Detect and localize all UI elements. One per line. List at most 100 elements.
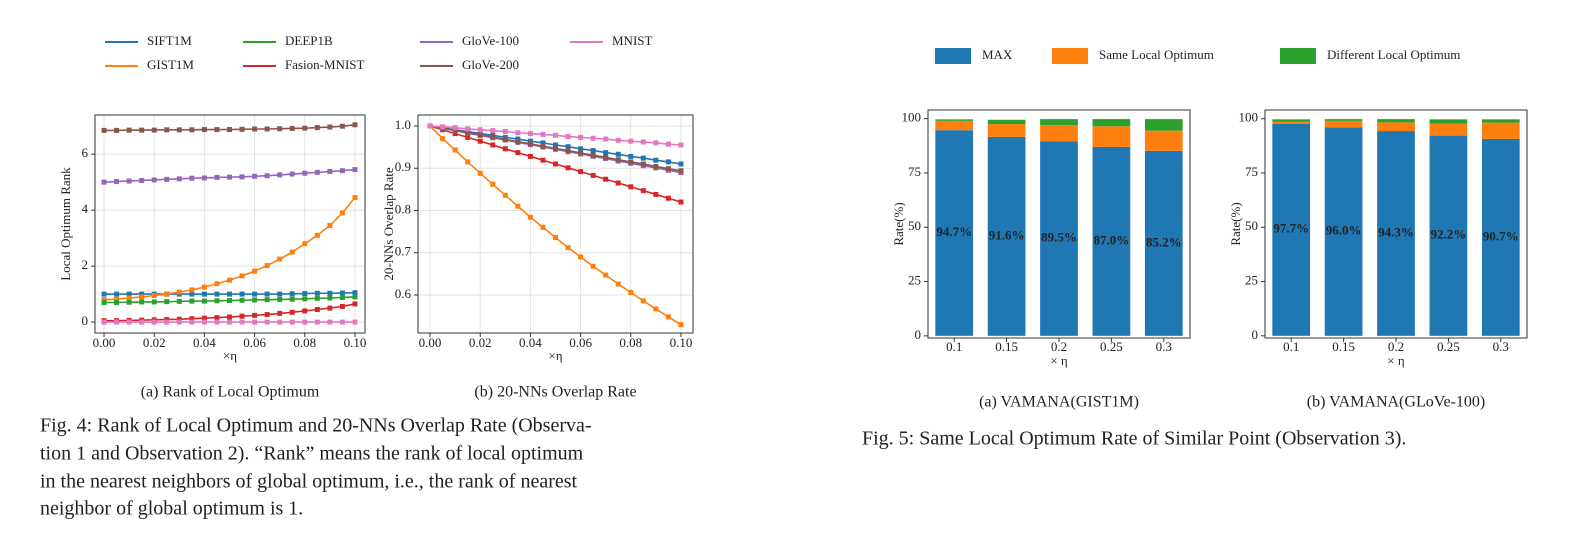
point-marker [339,290,345,296]
point-marker [590,152,596,158]
plot-frame [927,109,1191,339]
point-marker [189,298,195,304]
x-tick-label: 0.1 [1283,339,1299,354]
point-marker [314,290,320,296]
bar-segment [935,120,974,131]
point-marker [252,319,258,325]
point-marker [465,126,471,132]
point-marker [314,306,320,312]
point-marker [252,126,258,132]
legend-swatch [1280,48,1316,64]
y-axis-label: Rate(%) [1228,202,1243,245]
point-marker [640,155,646,161]
x-tick-label: 0.02 [143,335,166,350]
point-marker [565,245,571,251]
legend-swatch [1052,48,1088,64]
point-marker [628,138,634,144]
point-marker [352,301,358,307]
point-marker [352,195,358,201]
point-marker [490,142,496,148]
point-marker [565,147,571,153]
point-marker [289,296,295,302]
point-marker [327,169,333,175]
y-tick-label: 100 [902,110,922,125]
point-marker [239,174,245,180]
point-marker [226,298,232,304]
x-axis-label: ×η [548,348,562,363]
point-marker [201,315,207,321]
point-marker [477,132,483,138]
point-marker [314,169,320,175]
bar-value-label: 94.3% [1378,224,1414,239]
point-marker [277,319,283,325]
point-marker [164,291,170,297]
point-marker [628,184,634,190]
point-marker [277,126,283,132]
y-tick-label: 75 [908,164,921,179]
point-marker [603,176,609,182]
point-marker [151,127,157,133]
point-marker [101,127,107,133]
point-marker [289,249,295,255]
figure-caption-line: Fig. 4: Rank of Local Optimum and 20-NNs… [40,415,592,437]
x-tick-label: 0.00 [93,335,116,350]
y-tick-label: 4 [82,201,89,216]
x-tick-label: 0.08 [619,335,642,350]
legend-label: Same Local Optimum [1099,47,1214,62]
point-marker [565,144,571,150]
bar-value-label: 90.7% [1483,228,1519,243]
point-marker [527,131,533,137]
point-marker [114,179,120,185]
point-marker [590,263,596,269]
point-marker [239,126,245,132]
point-marker [114,127,120,133]
y-tick-label: 0.6 [395,286,412,301]
x-tick-label: 0.3 [1493,339,1509,354]
point-marker [114,291,120,297]
point-marker [452,131,458,137]
point-marker [339,294,345,300]
point-marker [653,191,659,197]
point-marker [151,177,157,183]
legend-label: SIFT1M [147,33,192,48]
point-marker [101,297,107,303]
point-marker [640,161,646,167]
point-marker [590,135,596,141]
point-marker [603,154,609,160]
point-marker [101,319,107,325]
point-marker [176,289,182,295]
x-tick-label: 0.2 [1051,339,1067,354]
point-marker [477,127,483,133]
point-marker [477,138,483,144]
point-marker [678,199,684,205]
point-marker [615,281,621,287]
legend-label: GloVe-200 [462,57,519,72]
point-marker [515,139,521,145]
x-tick-label: 0.06 [243,335,266,350]
point-marker [440,136,446,142]
point-marker [603,150,609,156]
point-marker [352,167,358,173]
bar-segment [1481,122,1520,139]
point-marker [126,319,132,325]
x-tick-label: 0.04 [519,335,542,350]
point-marker [527,153,533,159]
point-marker [553,132,558,138]
y-tick-label: 1.0 [395,117,411,132]
point-marker [264,263,270,269]
point-marker [189,287,195,293]
point-marker [540,143,546,149]
point-marker [553,161,558,167]
point-marker [565,165,571,171]
bar-segment [1324,119,1363,121]
point-marker [678,161,684,167]
x-tick-label: 0.15 [1332,339,1355,354]
point-marker [189,316,195,322]
point-marker [289,125,295,131]
x-axis-label: × η [1050,353,1068,368]
y-tick-label: 0 [82,313,89,328]
point-marker [214,319,220,325]
point-marker [139,294,145,300]
bar-segment [1040,125,1078,142]
point-marker [302,308,308,314]
